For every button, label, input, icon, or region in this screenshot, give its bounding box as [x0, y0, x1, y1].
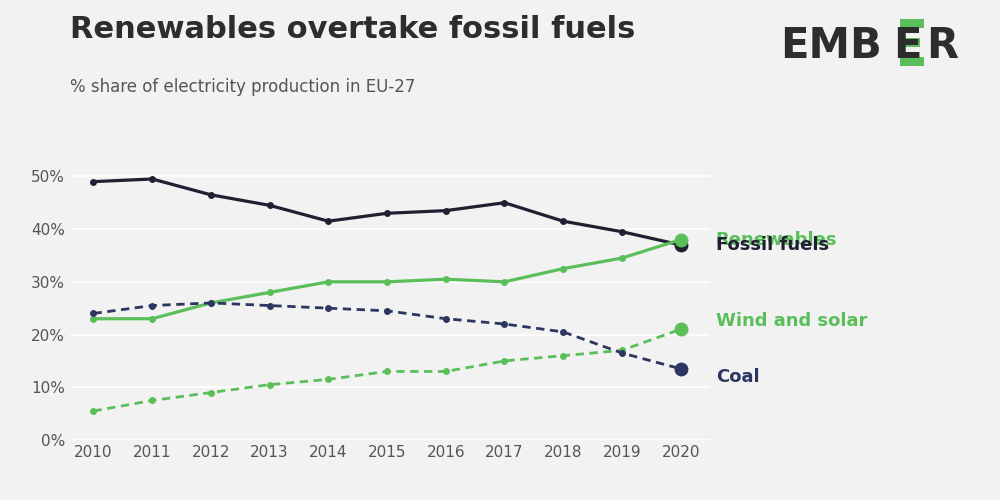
Bar — [900, 19, 924, 28]
Bar — [900, 38, 920, 47]
Bar — [900, 57, 924, 66]
Text: R: R — [926, 25, 958, 67]
Text: Renewables overtake fossil fuels: Renewables overtake fossil fuels — [70, 15, 635, 44]
Text: Fossil fuels: Fossil fuels — [716, 236, 829, 254]
Text: EMB: EMB — [780, 25, 882, 67]
Text: % share of electricity production in EU-27: % share of electricity production in EU-… — [70, 78, 415, 96]
Text: Renewables: Renewables — [716, 230, 837, 248]
Text: E: E — [893, 25, 922, 67]
Text: Coal: Coal — [716, 368, 759, 386]
Text: Wind and solar: Wind and solar — [716, 312, 867, 330]
